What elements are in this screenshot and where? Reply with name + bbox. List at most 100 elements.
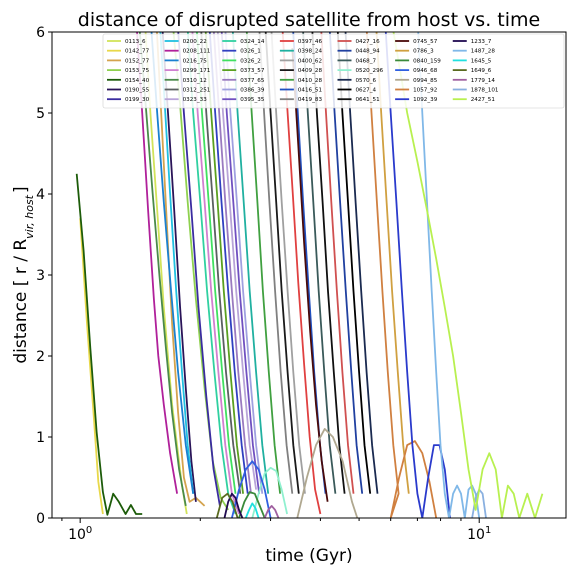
legend-label: 0745_57 <box>413 39 438 45</box>
series-line-0190_55 <box>161 32 197 502</box>
x-axis-label: time (Gyr) <box>265 546 352 566</box>
legend-label: 0373_57 <box>240 68 265 74</box>
series-line-0377_65 <box>212 32 252 494</box>
legend-label: 2427_51 <box>471 97 496 103</box>
series-line-0409_28 <box>264 32 300 494</box>
legend-label: 1092_39 <box>413 97 438 103</box>
series-line-0153_75 <box>172 32 229 511</box>
legend-label: 0326_1 <box>240 49 261 55</box>
legend-label: 0326_2 <box>240 58 261 64</box>
series-line-1092_39 <box>384 32 451 518</box>
legend-label: 0786_3 <box>413 49 434 55</box>
series-line-0208_111 <box>136 32 178 494</box>
legend-label: 0323_33 <box>183 97 208 103</box>
legend-label: 0398_24 <box>298 49 323 55</box>
legend-label: 0427_16 <box>356 39 381 45</box>
series-line-0448_94 <box>328 32 364 494</box>
legend-label: 0946_68 <box>413 68 438 74</box>
legend-label: 0299_171 <box>183 68 211 74</box>
series-line-0386_39 <box>224 32 264 494</box>
x-tick-label: 100 <box>68 525 92 543</box>
legend-label: 0113_6 <box>125 39 146 45</box>
legend-label: 0152_77 <box>125 58 150 64</box>
legend-label: 0840_159 <box>413 58 441 64</box>
series-line-0323_33 <box>216 32 257 490</box>
legend-label: 0641_51 <box>356 97 381 103</box>
legend-label: 0416_51 <box>298 88 323 94</box>
y-tick-label: 3 <box>36 268 45 284</box>
legend-label: 1487_28 <box>471 49 496 55</box>
x-tick-label: 101 <box>467 525 491 543</box>
series-line-0199_30 <box>177 32 221 507</box>
x-axis: 100 101 <box>61 518 491 543</box>
legend-label: 0410_28 <box>298 78 323 84</box>
series-line-0397_46 <box>281 32 322 515</box>
series-line-0641_51 <box>311 32 346 494</box>
legend-label: 0400_62 <box>298 58 322 64</box>
series-line-0468_7 <box>302 32 337 494</box>
legend-label: 0386_39 <box>240 88 265 94</box>
series-line-0410_28 <box>245 32 281 494</box>
legend-label: 1878_101 <box>471 88 499 94</box>
legend-label: 0994_85 <box>413 78 438 84</box>
series-line-0419_83 <box>258 32 294 494</box>
series-line-1779_14 <box>263 505 280 518</box>
series-line-1487_28 <box>417 32 481 518</box>
legend-label: 0154_40 <box>125 78 150 84</box>
legend-label: 0199_30 <box>125 97 150 103</box>
series-line-0312_251 <box>200 32 242 494</box>
series-line-0395_35 <box>220 32 261 494</box>
y-tick-label: 0 <box>36 511 45 527</box>
series-line-0398_24 <box>231 32 270 494</box>
series-line-0627_4 <box>336 32 372 494</box>
legend-box <box>102 33 565 109</box>
series-line-1057_92 <box>365 32 438 518</box>
series-line-0299_171 <box>191 32 240 515</box>
legend-label: 1233_7 <box>471 39 492 45</box>
series-line-0745_57 <box>291 48 329 502</box>
legend-label: 1779_14 <box>471 78 496 84</box>
legend-label: 0377_65 <box>240 78 265 84</box>
series-line-0520_296 <box>251 466 288 518</box>
legend-label: 0190_55 <box>125 88 150 94</box>
legend-label: 0419_83 <box>298 97 323 103</box>
legend-label: 0520_296 <box>356 68 384 74</box>
chart-title: distance of disrupted satellite from hos… <box>78 9 540 31</box>
y-axis-label-sub: vir, host <box>23 194 36 239</box>
y-tick-label: 6 <box>36 25 45 41</box>
series-line-0570_6 <box>344 32 379 494</box>
series-line-2427_51 <box>392 32 544 518</box>
series-line-0154_40 <box>75 173 143 516</box>
series-line-0326_2 <box>196 32 237 494</box>
legend-label: 1645_5 <box>471 58 492 64</box>
series-line-0840_159 <box>238 491 266 518</box>
series-line-1233_7 <box>223 492 244 518</box>
legend-label: 0310_12 <box>183 78 207 84</box>
series-line-0216_75 <box>150 32 195 494</box>
legend-label: 0153_75 <box>125 68 150 74</box>
legend-label: 0208_111 <box>183 49 211 55</box>
legend-label: 0409_28 <box>298 68 323 74</box>
legend-label: 0200_22 <box>183 39 207 45</box>
series-line-0946_68 <box>231 460 272 518</box>
series-line-0786_3 <box>375 32 410 494</box>
legend-label: 1649_6 <box>471 68 492 74</box>
series-line-0326_1 <box>208 32 249 494</box>
legend-label: 1057_92 <box>413 88 437 94</box>
legend-label: 0216_75 <box>183 58 208 64</box>
y-tick-label: 2 <box>36 349 45 365</box>
y-tick-label: 5 <box>36 106 45 122</box>
legend: 0113_6 0142_77 0152_77 0153_75 0154_40 0190_5… <box>102 33 565 109</box>
legend-label: 0312_251 <box>183 88 211 94</box>
series-line-0152_77 <box>156 32 206 507</box>
series-line-0142_77 <box>79 218 104 515</box>
legend-label: 0324_14 <box>240 39 265 45</box>
y-axis-label-end: ] <box>11 186 31 193</box>
legend-label: 0627_4 <box>356 88 377 94</box>
series-line-1645_5 <box>244 502 260 518</box>
series-line-0373_57 <box>204 32 244 494</box>
legend-label: 0468_7 <box>356 58 377 64</box>
legend-label: 0448_94 <box>356 49 381 55</box>
series-group <box>75 32 544 518</box>
